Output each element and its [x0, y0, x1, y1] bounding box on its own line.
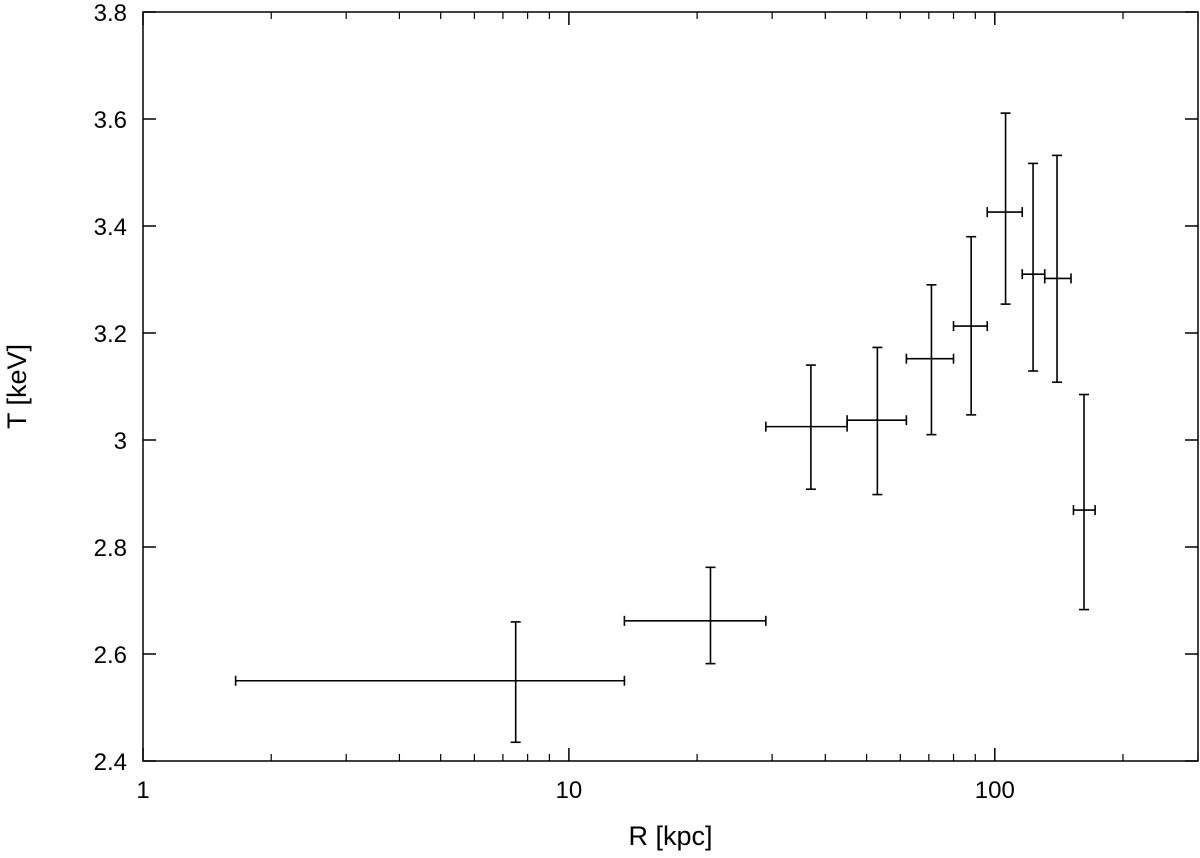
y-tick-label: 2.4: [94, 749, 127, 776]
x-axis-label: R [kpc]: [628, 821, 712, 851]
axis-ticks: [142, 11, 1199, 762]
plot-border: [142, 11, 1199, 762]
y-tick-label: 3.2: [94, 321, 127, 348]
tick-labels: 1 10 100 2.4 2.6 2.8 3 3.2 3.4 3.6 3.8: [94, 0, 1015, 804]
data-point: [1072, 393, 1096, 611]
x-tick-label: 100: [975, 777, 1015, 804]
y-tick-label: 3.4: [94, 214, 127, 241]
data-point: [846, 346, 908, 496]
data-point: [905, 284, 955, 436]
data-point: [234, 621, 626, 744]
data-point: [1021, 162, 1046, 372]
y-tick-label: 2.8: [94, 535, 127, 562]
data-point: [623, 566, 767, 665]
y-tick-label: 2.6: [94, 642, 127, 669]
y-tick-label: 3.8: [94, 0, 127, 27]
data-point: [765, 364, 848, 491]
data-point: [952, 235, 989, 416]
x-tick-label: 10: [556, 777, 583, 804]
plot-frame: [142, 11, 1199, 762]
data-point: [1043, 154, 1072, 384]
data-points: [234, 112, 1096, 744]
data-point: [986, 112, 1024, 305]
y-tick-label: 3.6: [94, 107, 127, 134]
x-tick-label: 1: [136, 777, 149, 804]
y-axis-label: T [keV]: [2, 344, 32, 429]
y-tick-label: 3: [114, 428, 127, 455]
